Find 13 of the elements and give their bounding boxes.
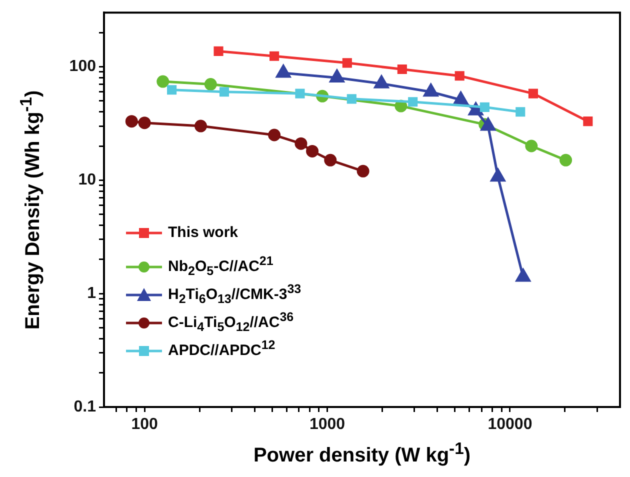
y-tick-label: 1 [87,284,96,302]
x-tick-label: 100 [131,416,158,434]
legend-label: This work [168,224,238,241]
x-tick-label: 10000 [488,416,532,434]
legend-label: Nb$_{2}$O$_{5}$-C//AC$^{21}$ [168,254,274,278]
y-tick-label: 100 [69,58,96,76]
y-tick-label: 10 [78,172,96,189]
legend-label: APDC//APDC$^{12}$ [168,338,276,359]
x-axis-title: Power density (W kg$^{-1}$) [252,439,472,468]
x-tick-label: 1000 [309,416,346,434]
legend-label: C-Li$_{4}$Ti$_{5}$O$_{12}$//AC$^{36}$ [168,310,294,334]
legend-label: H$_{2}$Ti$_{6}$O$_{13}$//CMK-3$^{33}$ [168,282,302,306]
y-tick-label: 0.1 [74,398,96,416]
